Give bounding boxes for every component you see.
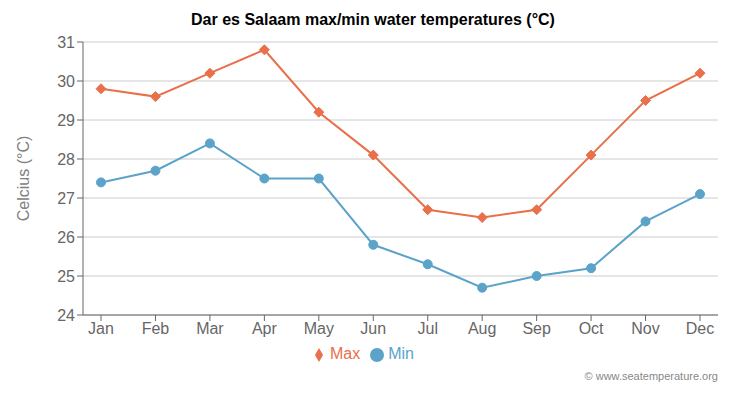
svg-text:30: 30 [57, 73, 75, 90]
svg-text:31: 31 [57, 34, 75, 51]
svg-text:26: 26 [57, 229, 75, 246]
svg-text:27: 27 [57, 190, 75, 207]
svg-text:Celcius (°C): Celcius (°C) [15, 136, 32, 222]
svg-text:Nov: Nov [631, 320, 659, 337]
svg-text:Apr: Apr [252, 320, 278, 337]
svg-text:Jan: Jan [88, 320, 114, 337]
svg-text:Oct: Oct [579, 320, 604, 337]
svg-text:Feb: Feb [142, 320, 170, 337]
svg-text:25: 25 [57, 268, 75, 285]
svg-text:Jul: Jul [418, 320, 438, 337]
svg-text:Sep: Sep [522, 320, 551, 337]
svg-text:Jun: Jun [360, 320, 386, 337]
svg-text:24: 24 [57, 307, 75, 324]
svg-text:May: May [304, 320, 334, 337]
svg-text:Dec: Dec [686, 320, 714, 337]
svg-text:Mar: Mar [196, 320, 224, 337]
html-text:Min: Min [388, 345, 414, 362]
html-text:Max: Max [330, 345, 361, 362]
html-text:Dar es Salaam max/min water te: Dar es Salaam max/min water temperatures… [191, 11, 555, 28]
svg-text:28: 28 [57, 151, 75, 168]
svg-text:29: 29 [57, 112, 75, 129]
svg-text:Aug: Aug [468, 320, 496, 337]
html-text:© www.seatemperature.org: © www.seatemperature.org [584, 370, 718, 382]
